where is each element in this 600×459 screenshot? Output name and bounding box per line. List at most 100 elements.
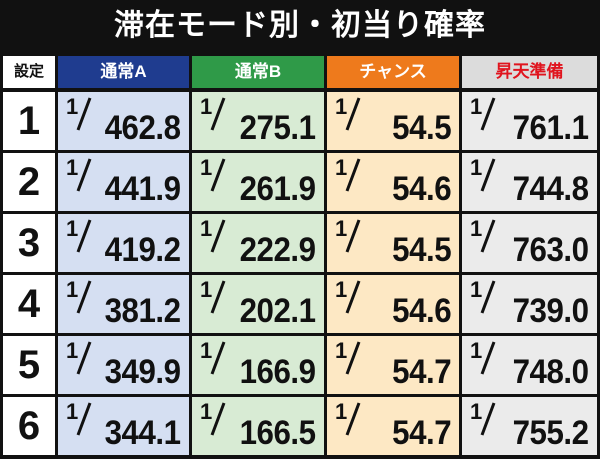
fraction-slash	[480, 341, 496, 375]
denominator: 381.2	[105, 292, 181, 330]
slash-line	[76, 97, 92, 131]
probability-cell: 1 202.1	[192, 275, 324, 333]
slash-line	[76, 402, 92, 436]
slash-line	[345, 402, 361, 436]
denominator: 739.0	[513, 292, 589, 330]
denominator: 419.2	[105, 231, 181, 269]
probability-cell: 1 54.6	[327, 275, 459, 333]
denominator: 54.7	[391, 353, 452, 391]
probability-cell: 1 54.5	[327, 214, 459, 272]
probability-cell: 1 748.0	[462, 336, 597, 394]
slash-line	[480, 219, 496, 253]
slash-line	[210, 280, 226, 314]
probability-cell: 1 763.0	[462, 214, 597, 272]
fraction-slash	[76, 219, 92, 253]
probability-cell: 1 381.2	[58, 275, 189, 333]
setting-label: 2	[3, 153, 55, 211]
denominator: 748.0	[513, 353, 589, 391]
numerator: 1	[335, 399, 348, 424]
numerator: 1	[470, 216, 483, 241]
probability-cell: 1 755.2	[462, 397, 597, 455]
fraction-slash	[76, 402, 92, 436]
setting-label: 5	[3, 336, 55, 394]
numerator: 1	[200, 399, 213, 424]
slash-line	[76, 341, 92, 375]
numerator: 1	[66, 399, 79, 424]
fraction-slash	[480, 219, 496, 253]
numerator: 1	[66, 216, 79, 241]
probability-cell: 1 54.7	[327, 397, 459, 455]
probability-cell: 1 419.2	[58, 214, 189, 272]
fraction-slash	[345, 341, 361, 375]
fraction-slash	[76, 158, 92, 192]
numerator: 1	[200, 277, 213, 302]
fraction-slash	[345, 219, 361, 253]
numerator: 1	[335, 338, 348, 363]
fraction-slash	[210, 219, 226, 253]
fraction-slash	[345, 280, 361, 314]
fraction-slash	[480, 280, 496, 314]
slash-line	[76, 158, 92, 192]
numerator: 1	[470, 399, 483, 424]
numerator: 1	[335, 216, 348, 241]
numerator: 1	[66, 155, 79, 180]
numerator: 1	[335, 94, 348, 119]
fraction-slash	[210, 280, 226, 314]
slash-line	[480, 402, 496, 436]
column-header: 通常A	[58, 56, 189, 88]
fraction-slash	[480, 158, 496, 192]
probability-cell: 1 261.9	[192, 153, 324, 211]
denominator: 261.9	[240, 170, 316, 208]
slash-line	[210, 158, 226, 192]
numerator: 1	[200, 216, 213, 241]
denominator: 763.0	[513, 231, 589, 269]
fraction-slash	[480, 402, 496, 436]
slash-line	[480, 280, 496, 314]
numerator: 1	[335, 155, 348, 180]
probability-cell: 1 761.1	[462, 92, 597, 150]
denominator: 349.9	[105, 353, 181, 391]
denominator: 166.5	[240, 414, 316, 452]
denominator: 166.9	[240, 353, 316, 391]
setting-label: 4	[3, 275, 55, 333]
numerator: 1	[470, 338, 483, 363]
probability-cell: 1 739.0	[462, 275, 597, 333]
denominator: 744.8	[513, 170, 589, 208]
slash-line	[345, 219, 361, 253]
slash-line	[345, 341, 361, 375]
denominator: 761.1	[513, 109, 589, 147]
column-header: 通常B	[192, 56, 324, 88]
title: 滞在モード別・初当り確率	[114, 9, 486, 42]
slash-line	[345, 280, 361, 314]
fraction-slash	[76, 341, 92, 375]
numerator: 1	[470, 155, 483, 180]
probability-cell: 1 744.8	[462, 153, 597, 211]
denominator: 54.6	[391, 292, 452, 330]
denominator: 462.8	[105, 109, 181, 147]
slash-line	[345, 97, 361, 131]
denominator: 54.5	[391, 231, 452, 269]
slash-line	[76, 219, 92, 253]
probability-cell: 1 441.9	[58, 153, 189, 211]
numerator: 1	[200, 338, 213, 363]
numerator: 1	[66, 277, 79, 302]
probability-cell: 1 54.6	[327, 153, 459, 211]
slash-line	[480, 341, 496, 375]
denominator: 441.9	[105, 170, 181, 208]
numerator: 1	[200, 94, 213, 119]
numerator: 1	[66, 338, 79, 363]
fraction-slash	[345, 97, 361, 131]
probability-cell: 1 344.1	[58, 397, 189, 455]
denominator: 202.1	[240, 292, 316, 330]
denominator: 275.1	[240, 109, 316, 147]
probability-cell: 1 349.9	[58, 336, 189, 394]
slash-line	[210, 402, 226, 436]
probability-cell: 1 54.7	[327, 336, 459, 394]
setting-label: 3	[3, 214, 55, 272]
fraction-slash	[345, 402, 361, 436]
numerator: 1	[470, 277, 483, 302]
probability-cell: 1 222.9	[192, 214, 324, 272]
fraction-slash	[480, 97, 496, 131]
probability-cell: 1 166.5	[192, 397, 324, 455]
